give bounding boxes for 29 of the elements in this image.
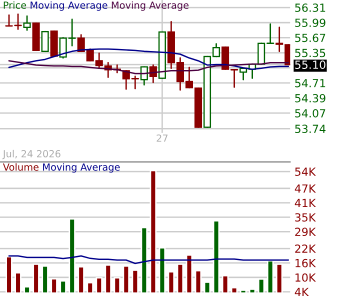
y-tick-label: 55.67	[295, 34, 326, 42]
y-tick-label: 4K	[294, 288, 309, 296]
y-tick-label: 55.10	[295, 60, 326, 69]
y-tick-label: 54K	[295, 168, 316, 176]
y-tick-label: 22K	[295, 244, 316, 253]
y-tick-label: 41K	[294, 198, 316, 208]
y-tick-label: 16K	[296, 258, 316, 268]
text: Moving Average	[30, 1, 108, 11]
text: Moving Average	[112, 1, 189, 11]
candlestick	[23, 15, 31, 31]
candlestick	[41, 30, 49, 52]
candlestick	[140, 66, 148, 86]
line-series	[8, 255, 290, 264]
y-tick-label: 10K	[296, 273, 316, 282]
y-tick-label: 56.31	[295, 4, 326, 12]
y-tick-label: 55.99	[295, 18, 326, 27]
y-tick-label: 54.39	[295, 94, 326, 102]
y-tick-label: 53.74	[295, 124, 326, 134]
x-tick-label: 27	[156, 134, 168, 142]
y-tick-label: 54.71	[295, 79, 326, 88]
y-tick-label: 54.07	[295, 109, 326, 118]
y-tick-label: 35K	[295, 213, 316, 222]
series-label: Price	[4, 1, 26, 9]
text: Jul, 24 2026	[2, 150, 60, 160]
y-tick-label: 29K	[295, 228, 316, 236]
y-tick-label: 47K	[294, 184, 316, 193]
y-tick-label: 55.35	[295, 48, 326, 58]
text: Moving Average	[43, 163, 120, 173]
text: Volume	[2, 163, 39, 171]
